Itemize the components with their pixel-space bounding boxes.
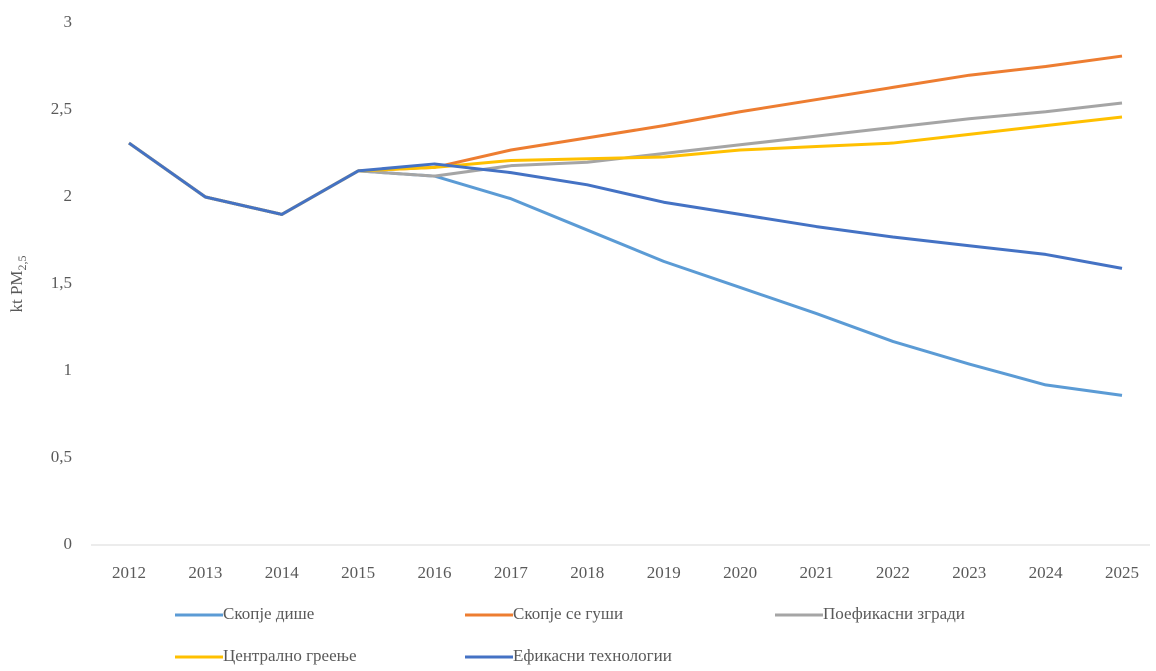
legend-label: Централно греење [223, 646, 357, 665]
x-tick-label: 2021 [799, 563, 833, 582]
y-tick-label: 3 [64, 12, 73, 31]
y-tick-label: 2 [64, 186, 73, 205]
y-axis-label-text: kt PM [7, 270, 26, 312]
x-tick-label: 2016 [418, 563, 452, 582]
x-tick-label: 2014 [265, 563, 300, 582]
x-tick-label: 2024 [1029, 563, 1064, 582]
x-tick-label: 2013 [188, 563, 222, 582]
x-tick-label: 2015 [341, 563, 375, 582]
y-tick-label: 2,5 [51, 99, 72, 118]
x-tick-label: 2018 [570, 563, 604, 582]
y-tick-label: 1,5 [51, 273, 72, 292]
y-axis-label: kt PM2,5 [7, 255, 29, 312]
x-tick-label: 2020 [723, 563, 757, 582]
series-line [128, 141, 1123, 397]
x-tick-label: 2023 [952, 563, 986, 582]
y-tick-label: 1 [64, 360, 73, 379]
y-tick-label: 0 [64, 534, 73, 553]
x-tick-label: 2022 [876, 563, 910, 582]
legend-label: Ефикасни технологии [513, 646, 672, 665]
y-tick-label: 0,5 [51, 447, 72, 466]
series-line [128, 141, 1123, 270]
x-tick-label: 2025 [1105, 563, 1139, 582]
legend-label: Скопје се гуши [513, 604, 623, 623]
y-axis-label-subscript: 2,5 [15, 255, 29, 270]
x-tick-label: 2012 [112, 563, 146, 582]
x-tick-label: 2017 [494, 563, 529, 582]
legend-label: Скопје дише [223, 604, 314, 623]
legend-label: Поефикасни згради [823, 604, 965, 623]
x-tick-label: 2019 [647, 563, 681, 582]
